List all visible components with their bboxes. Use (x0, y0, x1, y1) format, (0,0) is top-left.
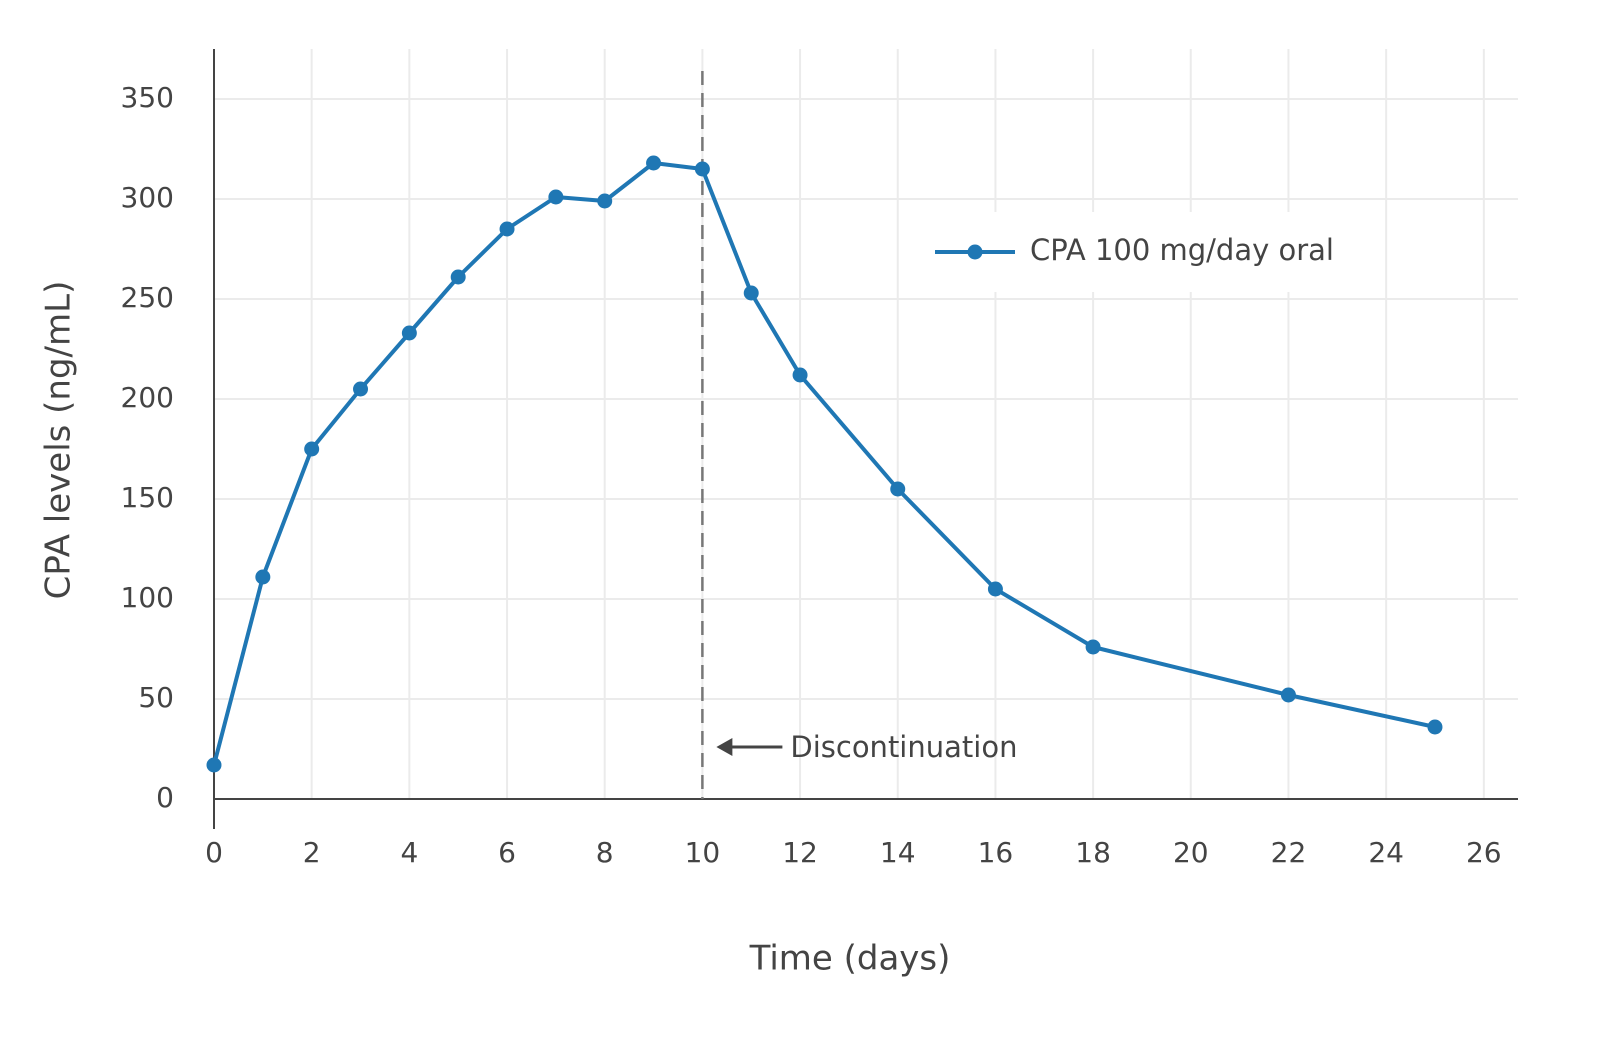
y-tick-label: 300 (121, 181, 174, 214)
y-tick-label: 200 (121, 381, 174, 414)
point (206, 757, 222, 773)
point (792, 367, 808, 383)
point (255, 569, 271, 585)
y-tick-label: 50 (138, 681, 174, 714)
point (890, 481, 906, 497)
point (1280, 687, 1296, 703)
y-tick-label: 350 (121, 81, 174, 114)
annotation-text: Discontinuation (790, 730, 1017, 764)
x-axis-title: Time (days) (749, 939, 951, 979)
point (1427, 719, 1443, 735)
y-tick-label: 250 (121, 281, 174, 314)
x-tick-label: 2 (303, 836, 321, 869)
point (597, 193, 613, 209)
x-tick-label: 10 (685, 836, 721, 869)
y-tick-label: 100 (121, 581, 174, 614)
x-tick-label: 12 (782, 836, 818, 869)
x-tick-label: 20 (1173, 836, 1209, 869)
x-tick-label: 14 (880, 836, 916, 869)
y-tick-label: 150 (121, 481, 174, 514)
x-tick-label: 0 (205, 836, 223, 869)
x-tick-label: 24 (1368, 836, 1404, 869)
x-tick-label: 4 (400, 836, 418, 869)
grid (213, 49, 1518, 800)
x-tick-label: 26 (1466, 836, 1502, 869)
x-tick-label: 18 (1075, 836, 1111, 869)
point (353, 381, 369, 397)
y-tick-label: 0 (156, 781, 174, 814)
point (987, 581, 1003, 597)
point (694, 161, 710, 177)
point (743, 285, 759, 301)
point (304, 441, 320, 457)
x-tick-label: 6 (498, 836, 516, 869)
point (499, 221, 515, 237)
annotation-arrowhead (716, 738, 733, 756)
point (548, 189, 564, 205)
point (450, 269, 466, 285)
point (401, 325, 417, 341)
x-tick-label: 16 (978, 836, 1014, 869)
legend-text: CPA 100 mg/day oral (1030, 233, 1334, 267)
legend-marker (967, 244, 983, 260)
x-tick-label: 22 (1271, 836, 1307, 869)
x-tick-label: 8 (596, 836, 614, 869)
point (646, 155, 662, 171)
y-axis-title: CPA levels (ng/mL) (39, 281, 79, 600)
point (1085, 639, 1101, 655)
series-line (212, 161, 1436, 766)
